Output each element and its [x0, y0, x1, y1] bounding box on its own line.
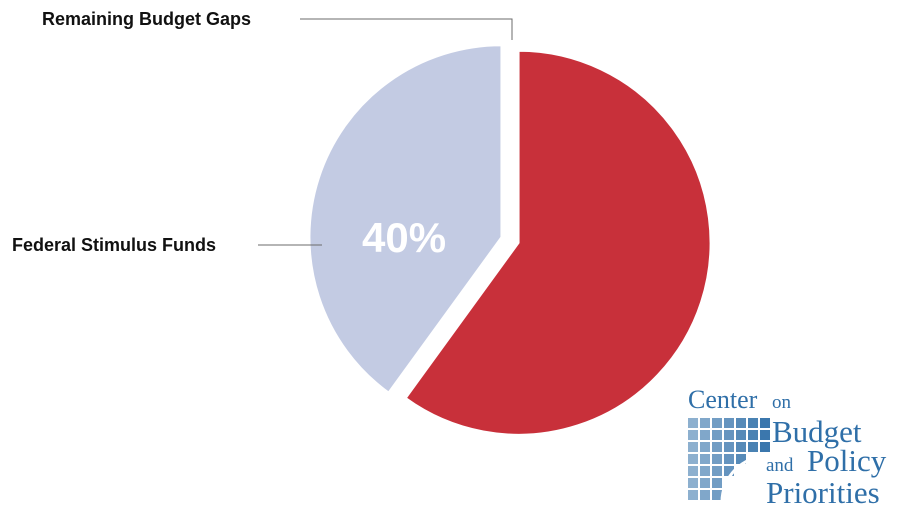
logo-grid-square — [700, 466, 710, 476]
logo-grid-square — [724, 466, 734, 476]
logo-grid-square — [712, 478, 722, 488]
pie-slices — [308, 44, 712, 436]
logo-grid-square — [748, 430, 758, 440]
logo-word-policy: Policy — [807, 443, 887, 478]
logo-grid-mark — [688, 418, 770, 503]
logo-grid-square — [736, 442, 746, 452]
logo-grid-square — [700, 454, 710, 464]
logo-grid-square — [688, 454, 698, 464]
logo-grid-square — [712, 466, 722, 476]
center-on-budget-logo: Center on Budget and Policy Priorities — [688, 385, 887, 510]
logo-grid-square — [688, 490, 698, 500]
logo-grid-square — [736, 430, 746, 440]
logo-grid-square — [688, 430, 698, 440]
logo-grid-square — [712, 430, 722, 440]
logo-grid-square — [688, 442, 698, 452]
label-remaining-budget-gaps: Remaining Budget Gaps — [42, 9, 251, 29]
logo-grid-square — [712, 442, 722, 452]
logo-grid-square — [748, 442, 758, 452]
logo-grid-square — [700, 418, 710, 428]
logo-grid-square — [760, 418, 770, 428]
logo-grid-square — [736, 418, 746, 428]
label-federal-stimulus-funds: Federal Stimulus Funds — [12, 235, 216, 255]
logo-grid-square — [724, 442, 734, 452]
logo-grid-square — [736, 454, 746, 464]
logo-grid-square — [700, 430, 710, 440]
logo-grid-square — [700, 442, 710, 452]
logo-word-and: and — [766, 455, 794, 476]
leader-line-remaining-budget-gaps — [300, 18, 513, 40]
logo-grid-square — [700, 490, 710, 500]
logo-grid-square — [688, 466, 698, 476]
logo-grid-square — [688, 418, 698, 428]
logo-word-on: on — [772, 392, 792, 413]
logo-word-budget: Budget — [772, 414, 862, 449]
logo-grid-square — [760, 442, 770, 452]
data-label-federal-stimulus-funds: 40% — [362, 214, 446, 261]
logo-arch — [720, 454, 769, 503]
logo-grid-square — [712, 418, 722, 428]
logo-grid-square — [760, 430, 770, 440]
logo-word-center: Center — [688, 385, 758, 414]
logo-grid-square — [724, 418, 734, 428]
logo-grid-square — [712, 490, 722, 500]
logo-grid-square — [700, 478, 710, 488]
logo-grid-square — [712, 454, 722, 464]
logo-grid-square — [688, 478, 698, 488]
pie-slice-remaining-budget-gaps — [404, 49, 712, 436]
logo-grid-square — [724, 430, 734, 440]
logo-word-priorities: Priorities — [766, 475, 880, 510]
pie-slice-federal-stimulus-funds — [308, 44, 503, 394]
logo-grid-square — [724, 454, 734, 464]
logo-grid-square — [748, 418, 758, 428]
